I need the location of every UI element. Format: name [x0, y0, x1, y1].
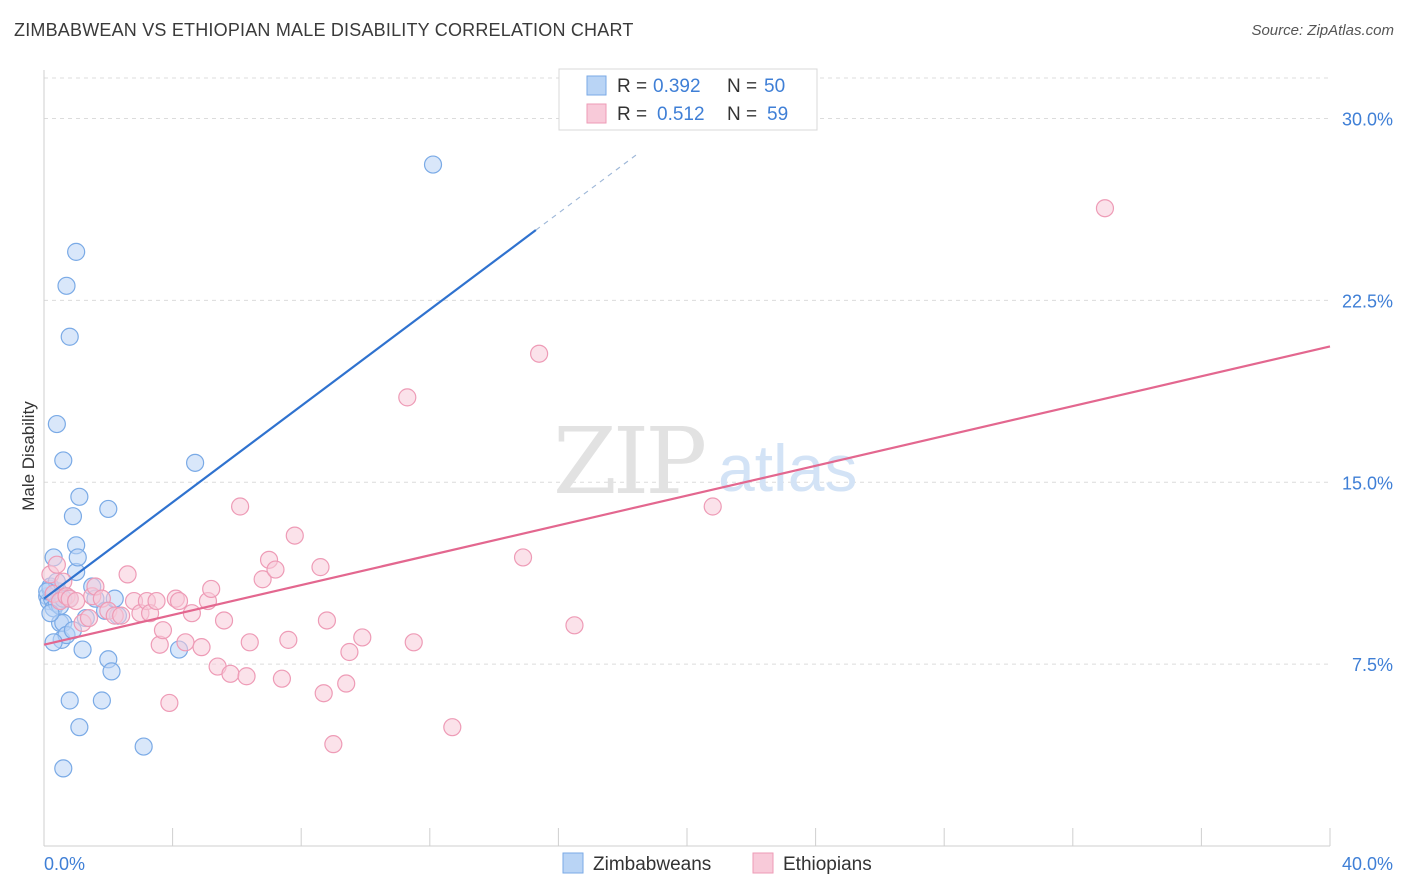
stats-n-value-ethiopians: 59 [767, 104, 788, 125]
point-ethiopians [240, 633, 259, 652]
point-ethiopians [266, 560, 285, 579]
point-ethiopians [530, 344, 549, 363]
point-ethiopians [202, 579, 221, 599]
points-layer [38, 155, 1115, 778]
point-ethiopians [253, 570, 272, 589]
stats-swatch-ethiopians [586, 103, 607, 124]
point-ethiopians [153, 621, 173, 640]
grid-layer [44, 77, 1330, 665]
point-ethiopians [314, 684, 333, 703]
point-ethiopians [353, 628, 372, 647]
point-ethiopians [237, 667, 256, 686]
watermark: ZIP atlas [553, 408, 857, 515]
point-ethiopians [337, 674, 356, 693]
legend-swatch-ethiopians[interactable] [752, 852, 774, 874]
point-zimbabweans [57, 276, 76, 295]
y-axis-label: Male Disability [19, 401, 38, 511]
y-tick-label: 15.0% [1342, 473, 1393, 493]
legend-swatch-zimbabweans[interactable] [562, 852, 584, 874]
point-zimbabweans [423, 155, 443, 174]
y-tick-label: 7.5% [1352, 655, 1393, 675]
series-legend: Zimbabweans Ethiopians [562, 852, 872, 875]
point-zimbabweans [54, 451, 73, 470]
point-zimbabweans [47, 414, 66, 434]
legend-label-ethiopians[interactable]: Ethiopians [783, 854, 872, 875]
stats-r-label-zimbabweans: R = [617, 76, 647, 97]
stats-swatch-zimbabweans [586, 75, 607, 96]
stats-r-label-ethiopians: R = [617, 104, 647, 125]
point-zimbabweans [73, 640, 92, 659]
y-tick-label: 22.5% [1342, 291, 1393, 311]
y-tick-label: 30.0% [1342, 110, 1393, 130]
point-zimbabweans [60, 327, 79, 346]
point-ethiopians [317, 611, 337, 630]
point-ethiopians [340, 642, 359, 662]
point-zimbabweans [67, 242, 86, 261]
point-ethiopians [214, 611, 234, 630]
stats-n-label-zimbabweans: N = [727, 76, 757, 97]
point-ethiopians [67, 591, 86, 611]
trendline-zimbabweans [43, 229, 537, 600]
point-zimbabweans [41, 604, 60, 623]
point-zimbabweans [99, 499, 118, 519]
point-ethiopians [513, 548, 533, 567]
trend-layer [43, 152, 1331, 646]
point-ethiopians [279, 630, 298, 649]
point-ethiopians [311, 558, 330, 577]
point-ethiopians [272, 669, 292, 688]
point-ethiopians [443, 718, 462, 737]
stats-n-value-zimbabweans: 50 [764, 76, 785, 97]
point-zimbabweans [92, 691, 111, 710]
point-ethiopians [703, 497, 722, 516]
point-ethiopians [47, 555, 66, 574]
point-ethiopians [324, 735, 343, 754]
point-ethiopians [285, 526, 304, 545]
point-ethiopians [221, 664, 240, 683]
point-ethiopians [1095, 199, 1115, 218]
point-ethiopians [112, 606, 131, 625]
x-tick-label: 40.0% [1342, 854, 1393, 874]
point-ethiopians [182, 604, 201, 623]
stats-r-value-zimbabweans: 0.392 [653, 76, 701, 97]
point-ethiopians [231, 497, 250, 516]
trendline-extension-zimbabweans [535, 152, 640, 231]
watermark-atlas: atlas [718, 431, 857, 505]
x-tick-label: 0.0% [44, 854, 85, 874]
stats-n-label-ethiopians: N = [727, 104, 757, 125]
point-zimbabweans [70, 718, 89, 737]
point-zimbabweans [60, 691, 79, 710]
watermark-zip: ZIP [553, 408, 704, 515]
point-zimbabweans [186, 453, 205, 472]
point-zimbabweans [54, 759, 73, 778]
point-ethiopians [118, 565, 137, 584]
point-zimbabweans [102, 662, 121, 681]
trendline-ethiopians [43, 345, 1331, 646]
axes-layer: 7.5% 15.0% 22.5% 30.0% 0.0% 40.0% [43, 70, 1393, 874]
point-ethiopians [176, 633, 195, 652]
point-zimbabweans [63, 507, 83, 526]
point-zimbabweans [70, 487, 89, 506]
point-ethiopians [169, 591, 189, 611]
point-zimbabweans [134, 737, 153, 756]
chart-title: ZIMBABWEAN VS ETHIOPIAN MALE DISABILITY … [14, 20, 634, 40]
point-ethiopians [404, 633, 423, 652]
point-zimbabweans [68, 548, 87, 567]
stats-legend: R = 0.392 N = 50 R = 0.512 N = 59 [558, 68, 818, 131]
point-ethiopians [79, 608, 99, 628]
legend-label-zimbabweans[interactable]: Zimbabweans [593, 854, 711, 875]
source-label: Source: ZipAtlas.com [1251, 22, 1394, 39]
stats-r-value-ethiopians: 0.512 [657, 104, 705, 125]
point-ethiopians [147, 591, 166, 611]
point-ethiopians [192, 638, 211, 657]
point-ethiopians [398, 388, 417, 407]
point-ethiopians [565, 616, 584, 635]
point-ethiopians [160, 693, 179, 713]
